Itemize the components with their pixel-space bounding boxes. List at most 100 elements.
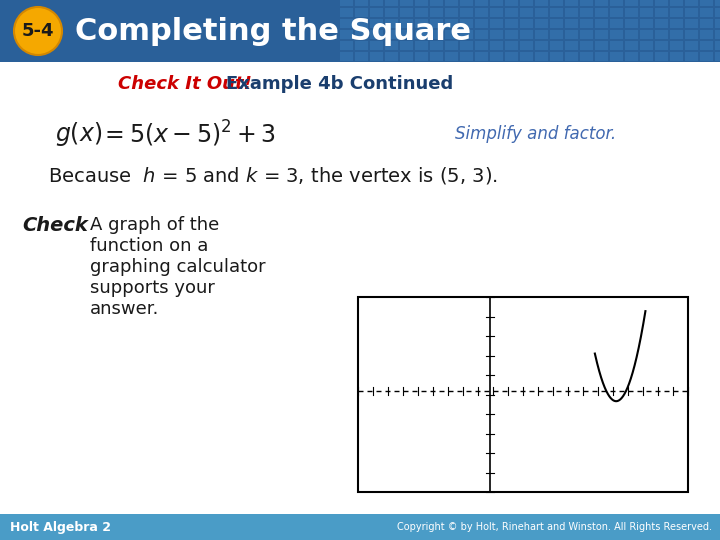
Bar [595, 0, 608, 6]
Bar [430, 41, 443, 50]
Bar [355, 41, 368, 50]
Bar [610, 19, 623, 28]
Bar [520, 8, 533, 17]
Bar [445, 41, 458, 50]
Bar [340, 41, 353, 50]
Bar [700, 0, 713, 6]
Bar [340, 19, 353, 28]
Bar [595, 19, 608, 28]
Bar [0, 0, 720, 62]
Bar [715, 19, 720, 28]
Bar [475, 41, 488, 50]
Bar [700, 52, 713, 61]
Bar [580, 0, 593, 6]
Bar [358, 297, 688, 492]
Bar [610, 8, 623, 17]
Bar [655, 19, 668, 28]
Bar [565, 19, 578, 28]
Bar [340, 0, 353, 6]
Bar [565, 30, 578, 39]
Bar [505, 0, 518, 6]
Bar [340, 52, 353, 61]
Bar [370, 41, 383, 50]
Bar [535, 0, 548, 6]
Bar [490, 8, 503, 17]
Bar [610, 41, 623, 50]
Bar [640, 30, 653, 39]
Bar [370, 8, 383, 17]
Bar [355, 19, 368, 28]
Bar [565, 0, 578, 6]
Bar [475, 52, 488, 61]
Text: Example 4b Continued: Example 4b Continued [226, 75, 454, 93]
Bar [535, 8, 548, 17]
Bar [340, 30, 353, 39]
Bar [355, 8, 368, 17]
Bar [625, 30, 638, 39]
Bar [475, 19, 488, 28]
Bar [415, 30, 428, 39]
Bar [490, 0, 503, 6]
Bar [550, 8, 563, 17]
Bar [355, 0, 368, 6]
Bar [385, 52, 398, 61]
Bar [670, 52, 683, 61]
Bar [430, 30, 443, 39]
Bar [655, 8, 668, 17]
Bar [445, 19, 458, 28]
Bar [460, 0, 473, 6]
Bar [505, 19, 518, 28]
Bar [355, 30, 368, 39]
Text: answer.: answer. [90, 300, 159, 318]
Bar [415, 52, 428, 61]
Bar [625, 41, 638, 50]
Bar [595, 30, 608, 39]
Bar [520, 41, 533, 50]
Bar [445, 0, 458, 6]
Bar [505, 52, 518, 61]
Bar [565, 8, 578, 17]
Bar [685, 8, 698, 17]
Bar [400, 52, 413, 61]
Bar [580, 41, 593, 50]
Bar [655, 41, 668, 50]
Bar [715, 30, 720, 39]
Bar [520, 30, 533, 39]
Bar [640, 19, 653, 28]
Bar [445, 30, 458, 39]
Bar [685, 41, 698, 50]
Bar [430, 8, 443, 17]
Bar [430, 52, 443, 61]
Bar [460, 52, 473, 61]
Text: Holt Algebra 2: Holt Algebra 2 [10, 521, 111, 534]
Text: supports your: supports your [90, 279, 215, 297]
Bar [370, 19, 383, 28]
Bar [685, 0, 698, 6]
Bar [430, 19, 443, 28]
Bar [565, 41, 578, 50]
Bar [655, 30, 668, 39]
Bar [445, 52, 458, 61]
Bar [535, 41, 548, 50]
Bar [655, 52, 668, 61]
Text: 5-4: 5-4 [22, 22, 54, 40]
Bar [610, 52, 623, 61]
Bar [415, 0, 428, 6]
Bar [505, 8, 518, 17]
Text: A graph of the: A graph of the [90, 216, 220, 234]
Text: Check: Check [22, 216, 88, 235]
Bar [580, 30, 593, 39]
Bar [400, 19, 413, 28]
Bar [715, 0, 720, 6]
Bar [655, 0, 668, 6]
Bar [460, 19, 473, 28]
Bar [505, 41, 518, 50]
Bar [625, 19, 638, 28]
Bar [700, 8, 713, 17]
Bar [550, 52, 563, 61]
Bar [385, 41, 398, 50]
Bar [340, 8, 353, 17]
Bar [550, 19, 563, 28]
Bar [400, 0, 413, 6]
Bar [430, 0, 443, 6]
